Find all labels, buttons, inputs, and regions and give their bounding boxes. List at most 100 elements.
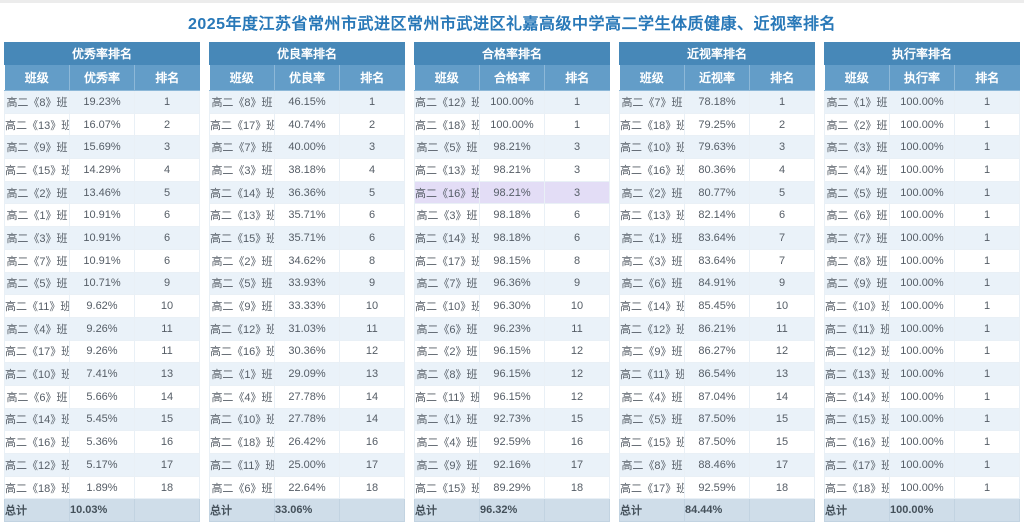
- table-row[interactable]: 高二《15》班 100.00% 1: [824, 407, 1020, 432]
- table-row[interactable]: 高二《9》班 92.16% 17: [414, 453, 610, 477]
- table-row[interactable]: 高二《11》班 100.00% 1: [824, 316, 1020, 341]
- table-row[interactable]: 高二《3》班 83.64% 7: [619, 248, 815, 273]
- table-row[interactable]: 高二《9》班 15.69% 3: [4, 135, 200, 160]
- cell-class: 高二《14》班: [4, 407, 70, 432]
- table-row[interactable]: 高二《4》班 100.00% 1: [824, 158, 1020, 182]
- table-row[interactable]: 高二《14》班 36.36% 5: [209, 180, 405, 205]
- table-row[interactable]: 高二《7》班 40.00% 3: [209, 135, 405, 160]
- table-row[interactable]: 高二《12》班 86.21% 11: [619, 316, 815, 341]
- table-row[interactable]: 高二《6》班 22.64% 18: [209, 475, 405, 500]
- table-row[interactable]: 高二《12》班 100.00% 1: [414, 90, 610, 114]
- table-row[interactable]: 高二《2》班 96.15% 12: [414, 339, 610, 364]
- table-row[interactable]: 高二《16》班 100.00% 1: [824, 430, 1020, 454]
- table-row[interactable]: 高二《7》班 100.00% 1: [824, 226, 1020, 250]
- table-row[interactable]: 高二《12》班 100.00% 1: [824, 339, 1020, 364]
- table-row[interactable]: 高二《4》班 27.78% 14: [209, 384, 405, 409]
- table-row[interactable]: 高二《11》班 25.00% 17: [209, 453, 405, 477]
- table-row[interactable]: 高二《5》班 87.50% 15: [619, 407, 815, 432]
- table-row[interactable]: 高二《10》班 79.63% 3: [619, 135, 815, 160]
- table-row[interactable]: 高二《5》班 100.00% 1: [824, 180, 1020, 205]
- table-row[interactable]: 高二《16》班 30.36% 12: [209, 339, 405, 364]
- table-row[interactable]: 高二《2》班 100.00% 1: [824, 112, 1020, 137]
- table-row[interactable]: 高二《1》班 83.64% 7: [619, 226, 815, 250]
- table-row[interactable]: 高二《11》班 9.62% 10: [4, 294, 200, 318]
- table-row[interactable]: 高二《9》班 86.27% 12: [619, 339, 815, 364]
- table-row[interactable]: 高二《13》班 100.00% 1: [824, 362, 1020, 386]
- table-row[interactable]: 高二《12》班 31.03% 11: [209, 316, 405, 341]
- table-row[interactable]: 高二《18》班 100.00% 1: [824, 475, 1020, 500]
- table-row[interactable]: 高二《4》班 92.59% 16: [414, 430, 610, 454]
- table-row[interactable]: 高二《15》班 14.29% 4: [4, 158, 200, 182]
- table-row[interactable]: 高二《14》班 98.18% 6: [414, 226, 610, 250]
- table-row[interactable]: 高二《18》班 26.42% 16: [209, 430, 405, 454]
- table-row[interactable]: 高二《14》班 85.45% 10: [619, 294, 815, 318]
- table-row[interactable]: 高二《7》班 10.91% 6: [4, 248, 200, 273]
- table-row[interactable]: 高二《18》班 1.89% 18: [4, 475, 200, 500]
- table-row[interactable]: 高二《6》班 5.66% 14: [4, 384, 200, 409]
- table-row[interactable]: 高二《15》班 35.71% 6: [209, 226, 405, 250]
- cell-class: 高二《13》班: [209, 203, 275, 228]
- table-row[interactable]: 高二《17》班 40.74% 2: [209, 112, 405, 137]
- table-row[interactable]: 高二《16》班 5.36% 16: [4, 430, 200, 454]
- table-row[interactable]: 高二《4》班 87.04% 14: [619, 384, 815, 409]
- cell-class: 高二《18》班: [209, 430, 275, 454]
- table-row[interactable]: 高二《5》班 10.71% 9: [4, 271, 200, 296]
- table-row[interactable]: 高二《5》班 98.21% 3: [414, 135, 610, 160]
- table-row[interactable]: 高二《14》班 100.00% 1: [824, 384, 1020, 409]
- table-row[interactable]: 高二《18》班 79.25% 2: [619, 112, 815, 137]
- table-row[interactable]: 高二《13》班 16.07% 2: [4, 112, 200, 137]
- table-row-selected[interactable]: 高二《16》班 98.21% 3: [414, 180, 610, 205]
- table-row[interactable]: 高二《6》班 96.23% 11: [414, 316, 610, 341]
- table-row[interactable]: 高二《17》班 92.59% 18: [619, 475, 815, 500]
- table-row[interactable]: 高二《18》班 100.00% 1: [414, 112, 610, 137]
- cell-class: 高二《13》班: [4, 112, 70, 137]
- table-row[interactable]: 高二《17》班 100.00% 1: [824, 453, 1020, 477]
- table-row[interactable]: 高二《16》班 80.36% 4: [619, 158, 815, 182]
- cell-rate: 96.23%: [479, 316, 545, 341]
- cell-rate: 19.23%: [69, 90, 135, 114]
- cell-rank: 17: [339, 453, 405, 477]
- table-row[interactable]: 高二《3》班 100.00% 1: [824, 135, 1020, 160]
- table-row[interactable]: 高二《3》班 10.91% 6: [4, 226, 200, 250]
- table-row[interactable]: 高二《13》班 35.71% 6: [209, 203, 405, 228]
- table-row[interactable]: 高二《11》班 86.54% 13: [619, 362, 815, 386]
- table-row[interactable]: 高二《4》班 9.26% 11: [4, 316, 200, 341]
- table-row[interactable]: 高二《9》班 100.00% 1: [824, 271, 1020, 296]
- table-row[interactable]: 高二《2》班 13.46% 5: [4, 180, 200, 205]
- table-row[interactable]: 高二《3》班 98.18% 6: [414, 203, 610, 228]
- table-row[interactable]: 高二《3》班 38.18% 4: [209, 158, 405, 182]
- table-row[interactable]: 高二《9》班 33.33% 10: [209, 294, 405, 318]
- table-row[interactable]: 高二《11》班 96.15% 12: [414, 384, 610, 409]
- table-row[interactable]: 高二《17》班 98.15% 8: [414, 248, 610, 273]
- table-row[interactable]: 高二《8》班 96.15% 12: [414, 362, 610, 386]
- table-row[interactable]: 高二《8》班 46.15% 1: [209, 90, 405, 114]
- table-row[interactable]: 高二《10》班 96.30% 10: [414, 294, 610, 318]
- table-row[interactable]: 高二《7》班 96.36% 9: [414, 271, 610, 296]
- cell-rank: 9: [134, 271, 200, 296]
- table-row[interactable]: 高二《14》班 5.45% 15: [4, 407, 200, 432]
- table-row[interactable]: 高二《1》班 100.00% 1: [824, 90, 1020, 114]
- table-row[interactable]: 高二《8》班 19.23% 1: [4, 90, 200, 114]
- cell-rank: 1: [954, 226, 1020, 250]
- table-row[interactable]: 高二《1》班 29.09% 13: [209, 362, 405, 386]
- table-row[interactable]: 高二《15》班 87.50% 15: [619, 430, 815, 454]
- table-row[interactable]: 高二《2》班 34.62% 8: [209, 248, 405, 273]
- table-row[interactable]: 高二《13》班 82.14% 6: [619, 203, 815, 228]
- table-row[interactable]: 高二《8》班 88.46% 17: [619, 453, 815, 477]
- table-row[interactable]: 高二《5》班 33.93% 9: [209, 271, 405, 296]
- table-row[interactable]: 高二《13》班 98.21% 3: [414, 158, 610, 182]
- table-row[interactable]: 高二《6》班 84.91% 9: [619, 271, 815, 296]
- table-row[interactable]: 高二《15》班 89.29% 18: [414, 475, 610, 500]
- table-row[interactable]: 高二《12》班 5.17% 17: [4, 453, 200, 477]
- table-row[interactable]: 高二《17》班 9.26% 11: [4, 339, 200, 364]
- table-row[interactable]: 高二《10》班 7.41% 13: [4, 362, 200, 386]
- table-row[interactable]: 高二《10》班 27.78% 14: [209, 407, 405, 432]
- cell-rank: 11: [339, 316, 405, 341]
- table-row[interactable]: 高二《8》班 100.00% 1: [824, 248, 1020, 273]
- table-row[interactable]: 高二《10》班 100.00% 1: [824, 294, 1020, 318]
- table-row[interactable]: 高二《7》班 78.18% 1: [619, 90, 815, 114]
- table-row[interactable]: 高二《1》班 10.91% 6: [4, 203, 200, 228]
- table-row[interactable]: 高二《1》班 92.73% 15: [414, 407, 610, 432]
- table-row[interactable]: 高二《6》班 100.00% 1: [824, 203, 1020, 228]
- table-row[interactable]: 高二《2》班 80.77% 5: [619, 180, 815, 205]
